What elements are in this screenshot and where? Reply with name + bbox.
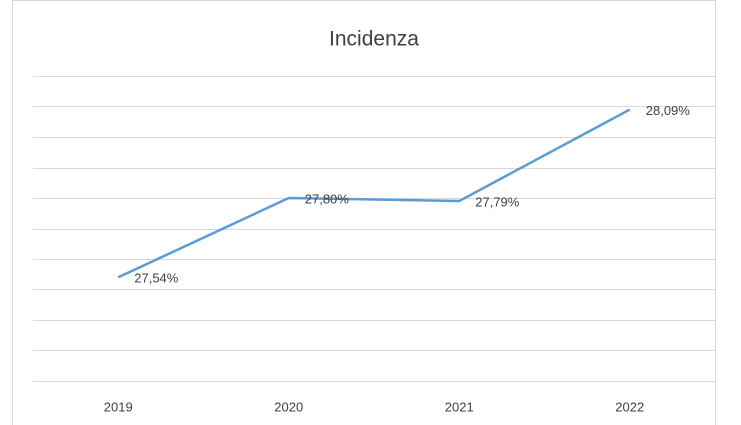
data-label: 27,79% (475, 194, 520, 209)
chart-title: Incidenza (329, 28, 419, 51)
x-tick-label: 2020 (274, 399, 303, 414)
x-tick-label: 2022 (615, 399, 644, 414)
data-label: 27,80% (305, 191, 350, 206)
data-line (117, 108, 631, 279)
data-label: 27,54% (134, 271, 179, 286)
x-tick-label: 2021 (445, 399, 474, 414)
x-tick-label: 2019 (104, 399, 133, 414)
chart-frame (12, 0, 716, 425)
data-label: 28,09% (646, 103, 691, 118)
